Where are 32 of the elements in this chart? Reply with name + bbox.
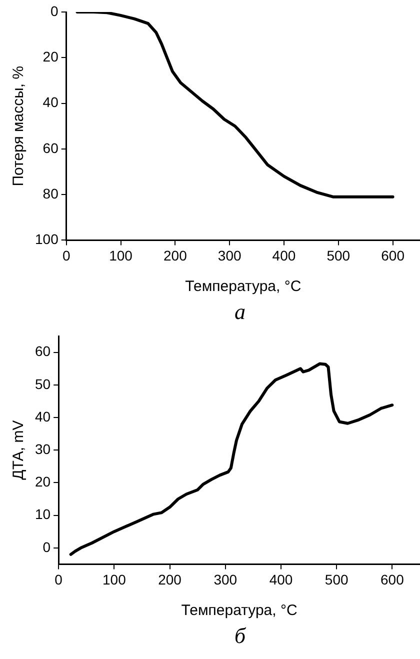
x-tick-label: 400 (272, 247, 296, 264)
y-tick-label: 30 (34, 440, 51, 457)
y-tick-label: 10 (34, 506, 51, 522)
x-axis-title: Температура, °C (181, 602, 298, 620)
y-tick-label: 60 (34, 343, 51, 360)
y-tick-label: 20 (42, 48, 59, 64)
y-tick-label: 20 (34, 474, 51, 490)
text: а (234, 299, 246, 324)
x-tick-label: 0 (62, 247, 70, 264)
x-tick-label: 300 (218, 247, 242, 264)
x-tick-label: 500 (324, 571, 348, 588)
y-tick-label: 100 (35, 231, 59, 248)
y-tick-label: 0 (42, 538, 51, 555)
x-tick-label: 500 (326, 247, 350, 264)
x-tick-label: 400 (269, 571, 293, 588)
y-tick-label: 60 (42, 140, 59, 156)
text: б (233, 623, 247, 648)
y-tick-label: 50 (34, 376, 51, 392)
x-tick-label: 600 (381, 247, 405, 264)
y-axis-title: Потеря массы, % (10, 66, 28, 186)
y-tick-label: 40 (34, 408, 51, 424)
y-tick-label: 80 (42, 185, 59, 202)
x-tick-label: 300 (214, 571, 238, 588)
y-tick-label: 40 (42, 94, 59, 110)
x-tick-label: 100 (102, 571, 126, 588)
x-tick-label: 200 (158, 571, 182, 588)
x-tick-label: 600 (380, 571, 404, 588)
y-axis-title: ДТА, mV (10, 420, 28, 480)
x-tick-label: 100 (109, 247, 133, 264)
x-axis-title: Температура, °C (185, 278, 302, 296)
x-tick-label: 200 (163, 247, 188, 264)
y-tick-label: 0 (50, 2, 59, 19)
